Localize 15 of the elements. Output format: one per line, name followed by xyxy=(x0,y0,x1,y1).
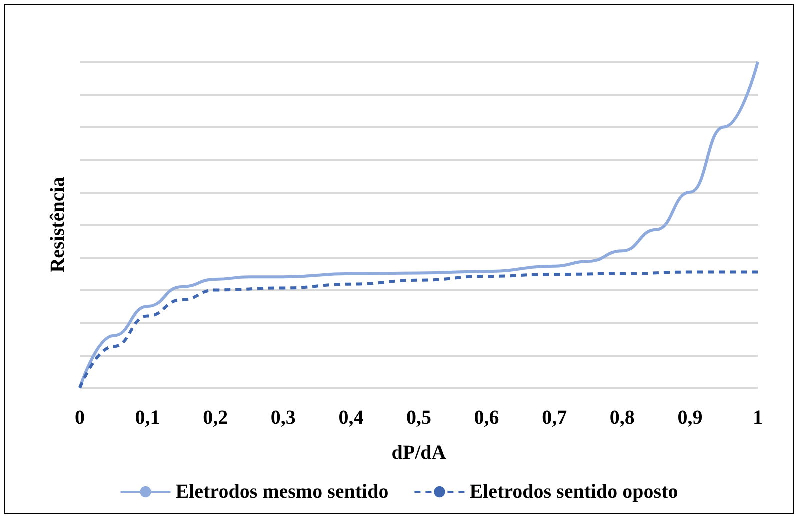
legend-label: Eletrodos sentido oposto xyxy=(470,481,678,503)
y-axis-title: Resistência xyxy=(47,177,69,273)
legend-label: Eletrodos mesmo sentido xyxy=(176,481,389,503)
x-tick-label: 0,1 xyxy=(135,407,160,429)
x-tick-label: 1 xyxy=(753,407,763,429)
x-tick-label: 0,2 xyxy=(203,407,228,429)
x-tick-label: 0,9 xyxy=(678,407,703,429)
x-tick-label: 0,6 xyxy=(474,407,500,429)
x-tick-label: 0,5 xyxy=(406,407,432,429)
x-tick-label: 0 xyxy=(75,407,85,429)
x-tick-label: 0,7 xyxy=(542,407,568,429)
x-axis-title: dP/dA xyxy=(392,442,447,464)
x-tick-label: 0,4 xyxy=(338,407,364,429)
x-tick-label: 0,8 xyxy=(610,407,635,429)
x-tick-label: 0,3 xyxy=(270,407,296,429)
